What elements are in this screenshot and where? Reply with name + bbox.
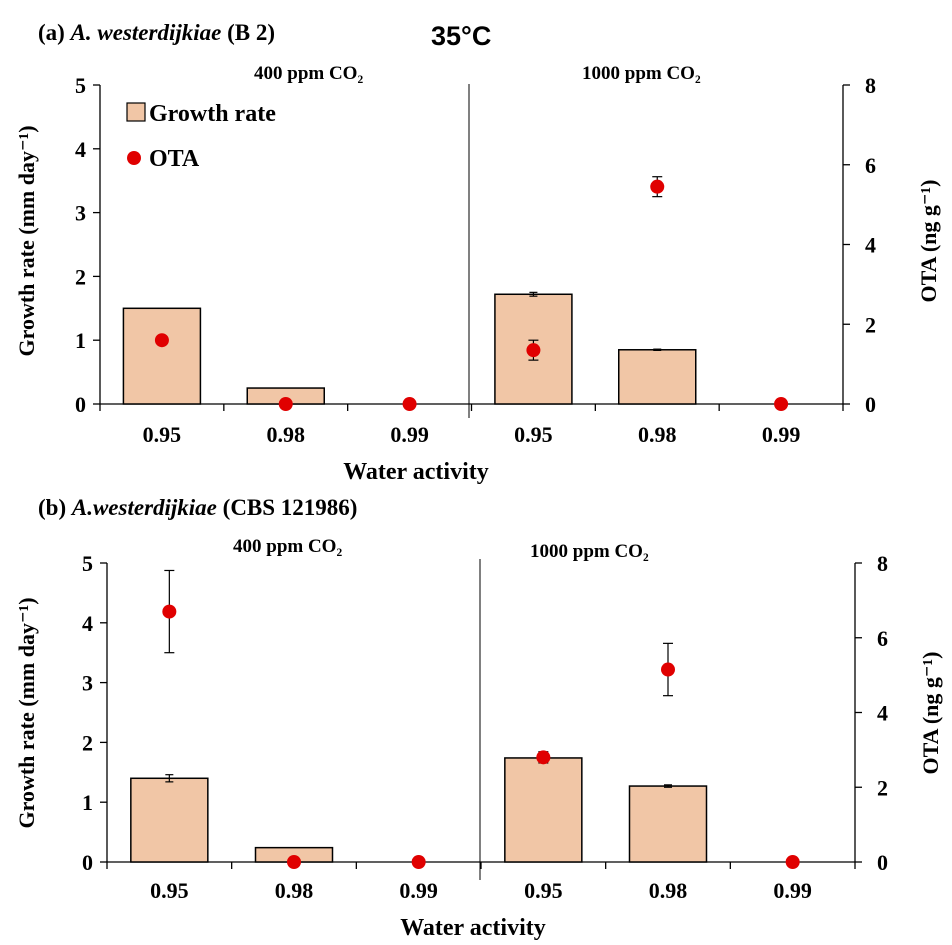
panel-b-x-tick-label: 0.95 (524, 878, 563, 903)
panel-a-x-tick-label: 0.95 (514, 422, 553, 447)
panel-b-bar (130, 777, 209, 863)
panel-b-left-tick-label: 3 (82, 671, 93, 696)
panel-a-x-tick-label: 0.98 (267, 422, 306, 447)
legend-ota-label: OTA (149, 146, 200, 172)
panel-a-left-tick-label: 1 (75, 328, 86, 353)
panel-b-ota-point (661, 662, 675, 677)
temperature-label: 35°C (431, 21, 491, 51)
panel-b-title: (b) A.westerdijkiae (CBS 121986) (38, 495, 357, 520)
panel-b-left-tick-label: 1 (82, 790, 93, 815)
panel-b-right-tick-label: 4 (877, 701, 888, 726)
panel-b-bar (628, 785, 708, 863)
panel-a-title: (a) A. westerdijkiae (B 2) (38, 20, 275, 45)
panel-a-ota-point (278, 397, 293, 411)
panel-a-plot: 0 1 2 3 4 5 0 2 4 6 8 0.95 0.98 0.99 0.95 0.98 0.99 (75, 73, 876, 447)
panel-a-ota-point (402, 397, 417, 411)
panel-b-left-tick-label: 5 (82, 551, 93, 576)
panel-b-ylabel2: OTA (ng g⁻¹) (918, 652, 943, 775)
legend-growth-label: Growth rate (149, 101, 276, 127)
panel-a-xlabel: Water activity (343, 459, 489, 485)
panel-b-left-tick-label: 0 (82, 850, 93, 875)
panel-b-ota-point (162, 604, 177, 619)
legend-ota-marker (127, 151, 141, 165)
panel-a-right-tick-label: 4 (865, 233, 876, 258)
panel-b-right-tick-label: 2 (877, 775, 888, 800)
panel-a-x-tick-label: 0.99 (762, 422, 801, 447)
panel-a-left-tick-label: 5 (75, 73, 86, 98)
panel-a-x-tick-label: 0.99 (390, 422, 429, 447)
panel-a-group-1000: 1000 ppm CO₂ (582, 63, 701, 84)
panel-b-right-tick-label: 0 (877, 850, 888, 875)
panel-a-right-tick-label: 2 (865, 312, 876, 337)
panel-b-group-1000: 1000 ppm CO₂ (530, 541, 649, 562)
panel-b-x-tick-label: 0.98 (275, 878, 314, 903)
panel-b-ota-point (536, 750, 551, 765)
panel-b-left-tick-label: 2 (82, 730, 93, 755)
panel-b-left-tick-label: 4 (82, 611, 93, 636)
panel-a-x-tick-label: 0.95 (143, 422, 182, 447)
panel-b-right-tick-label: 6 (877, 626, 888, 651)
panel-a-x-tick-label: 0.98 (638, 422, 677, 447)
panel-a-ota-point (526, 343, 541, 358)
panel-a-right-tick-label: 6 (865, 153, 876, 178)
panel-a-ota-point (774, 397, 789, 411)
panel-a-group-400: 400 ppm CO₂ (254, 63, 363, 84)
panel-b-x-tick-label: 0.95 (150, 878, 189, 903)
panel-b-x-tick-label: 0.99 (773, 878, 812, 903)
panel-b-ylabel: Growth rate (mm day⁻¹) (14, 597, 39, 828)
panel-b-ota-point (411, 855, 426, 869)
panel-b-ota-point (287, 855, 301, 869)
panel-a-left-tick-label: 0 (75, 392, 86, 417)
panel-a-bar (122, 307, 202, 405)
panel-b-x-tick-label: 0.99 (399, 878, 438, 903)
panel-b-bar (504, 757, 583, 863)
panel-a-right-tick-label: 0 (865, 392, 876, 417)
panel-a-ylabel: Growth rate (mm day⁻¹) (14, 125, 39, 356)
panel-a-left-tick-label: 3 (75, 201, 86, 226)
panel-b-plot: 0 1 2 3 4 5 0 2 4 6 8 0.95 0.98 0.99 0.95 0.98 0.99 (82, 551, 888, 903)
panel-b-xlabel: Water activity (400, 915, 546, 941)
panel-a-left-tick-label: 4 (75, 137, 86, 162)
panel-a-ylabel2: OTA (ng g⁻¹) (916, 180, 941, 303)
panel-b-x-tick-label: 0.98 (649, 878, 688, 903)
panel-b-ota-point (785, 855, 800, 869)
panel-a-bar (618, 349, 697, 405)
panel-a-right-tick-label: 8 (865, 73, 876, 98)
panel-a-ota-point (650, 179, 665, 194)
panel-b-right-tick-label: 8 (877, 551, 888, 576)
panel-a-left-tick-label: 2 (75, 264, 86, 289)
legend-growth-swatch (126, 102, 146, 122)
panel-a-ota-point (154, 333, 169, 348)
panel-b-group-400: 400 ppm CO₂ (233, 536, 342, 557)
